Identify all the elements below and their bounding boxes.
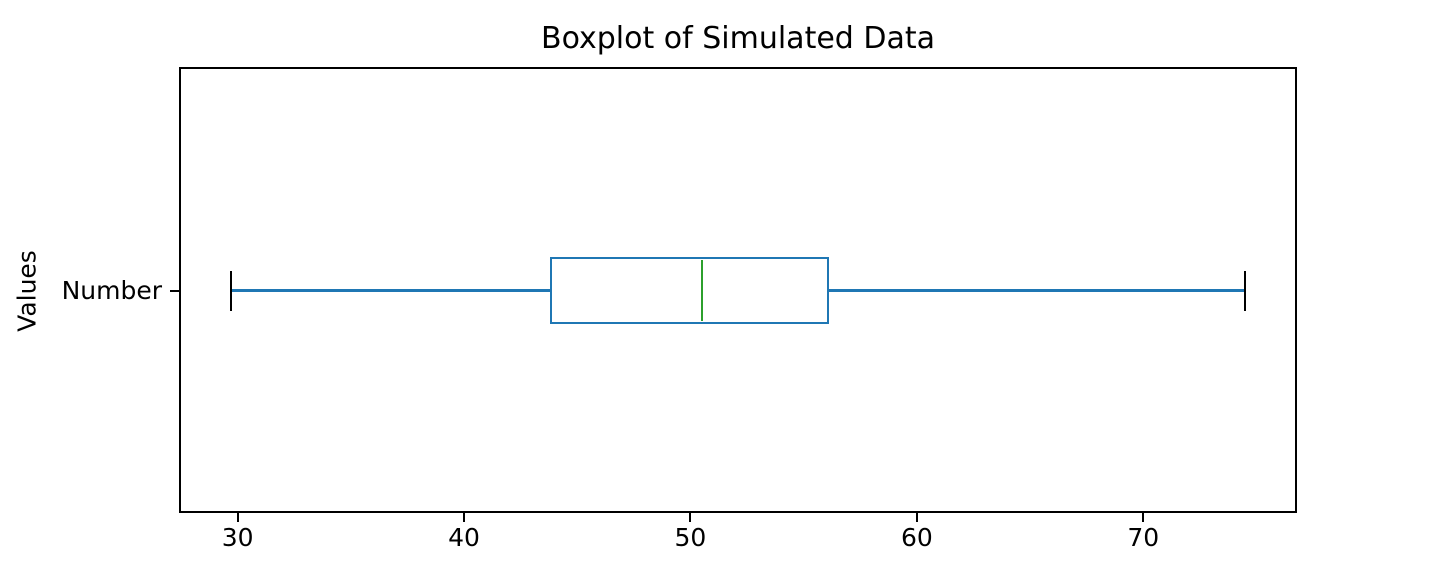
y-tick-label-number: Number bbox=[61, 276, 162, 305]
whisker-cap-right bbox=[1243, 270, 1247, 311]
plot-area: 30 40 50 60 70 bbox=[179, 67, 1297, 552]
median-line bbox=[700, 259, 704, 322]
x-tick-label: 70 bbox=[1127, 523, 1160, 552]
x-tick-mark bbox=[915, 513, 918, 522]
whisker-line-left bbox=[230, 289, 551, 292]
chart-title: Boxplot of Simulated Data bbox=[540, 21, 935, 56]
iqr-box bbox=[550, 257, 829, 324]
x-tick-label: 50 bbox=[674, 523, 707, 552]
whisker-cap-left bbox=[229, 270, 233, 311]
x-tick-mark bbox=[1142, 513, 1145, 522]
x-tick-mark bbox=[463, 513, 466, 522]
x-tick-label: 60 bbox=[900, 523, 933, 552]
x-tick-mark bbox=[236, 513, 239, 522]
whisker-line-right bbox=[828, 289, 1246, 292]
x-tick-label: 30 bbox=[221, 523, 254, 552]
y-tick-mark bbox=[170, 290, 179, 292]
x-tick-mark bbox=[689, 513, 692, 522]
x-tick-label: 40 bbox=[448, 523, 480, 552]
